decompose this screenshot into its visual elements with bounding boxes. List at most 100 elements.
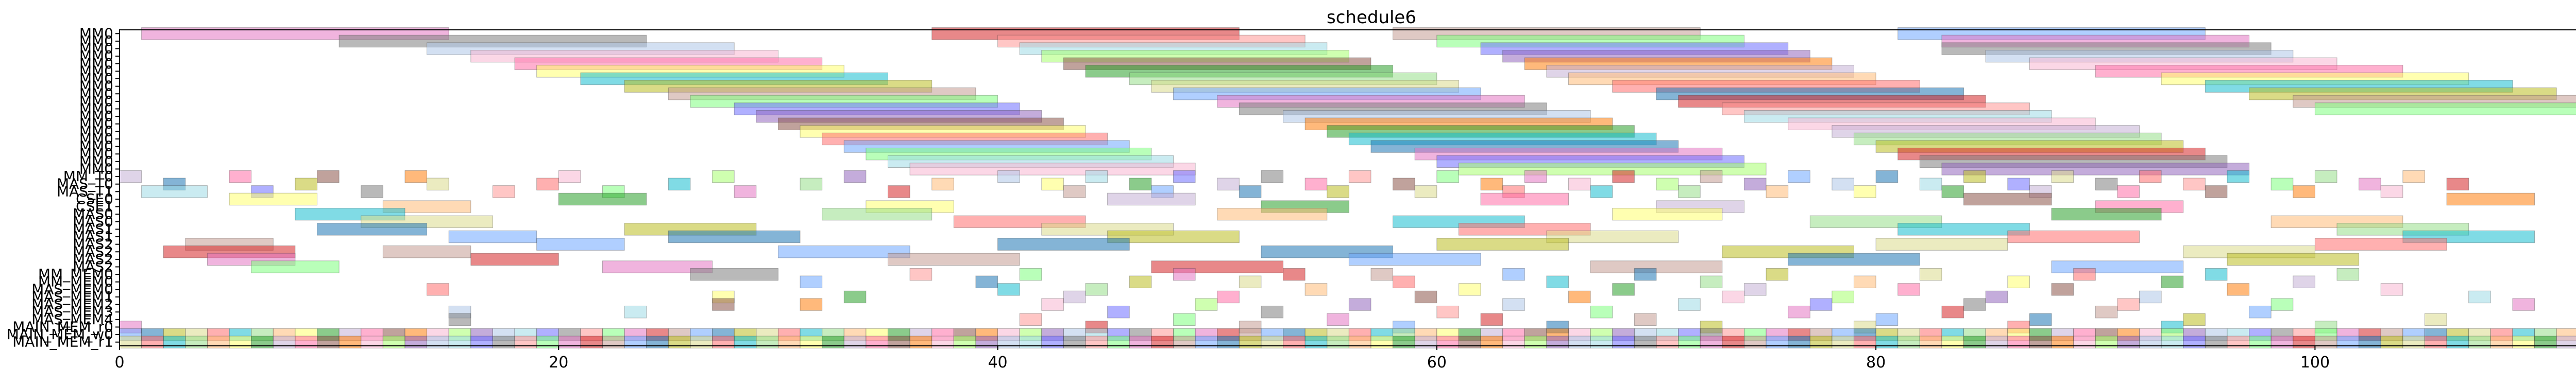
x-tick-label: 60	[1427, 354, 1447, 372]
task-bar	[2051, 260, 2184, 273]
task-bar	[536, 238, 625, 251]
task-bar	[382, 336, 405, 348]
task-bar	[1743, 178, 1767, 190]
x-tick-label: 0	[114, 354, 124, 372]
task-bar	[1348, 253, 1481, 266]
task-bar	[2095, 306, 2118, 319]
task-bar	[2424, 313, 2447, 326]
x-tick-label: 80	[1866, 354, 1886, 372]
task-bar	[1019, 313, 1042, 326]
y-tick-label: MAS2	[73, 258, 113, 275]
task-bar	[2402, 170, 2425, 183]
task-bar	[1722, 290, 1744, 304]
task-bar	[1348, 170, 1371, 183]
task-bar	[777, 245, 910, 258]
y-tick-label: MM0	[79, 78, 113, 95]
task-bar	[1832, 178, 1855, 190]
chart-title: schedule6	[1327, 7, 1416, 28]
y-tick-label: MM0	[79, 108, 113, 125]
task-bar	[1019, 268, 1042, 281]
task-bar	[2314, 238, 2447, 251]
y-tick-label: MM0	[79, 70, 113, 87]
task-bar	[887, 185, 910, 198]
task-bar	[1809, 298, 1833, 311]
task-bar	[2227, 283, 2250, 296]
task-bar	[1239, 275, 1262, 288]
task-bar	[427, 178, 449, 190]
task-bar	[448, 230, 537, 243]
task-bar	[1217, 207, 1328, 221]
task-bar	[317, 336, 340, 348]
task-bar	[2051, 283, 2074, 296]
task-bar	[1458, 283, 1481, 296]
task-bar	[1875, 313, 1899, 326]
task-bar	[975, 275, 998, 288]
y-tick-label: MM0	[79, 32, 113, 49]
task-bar	[1788, 306, 1810, 319]
task-bar	[1897, 283, 1920, 296]
task-bar	[1963, 170, 1986, 183]
task-bar	[1436, 238, 1569, 251]
task-bar	[2380, 283, 2403, 296]
task-bar	[1217, 290, 1240, 304]
task-bar	[1546, 275, 1569, 288]
task-bar	[317, 223, 428, 236]
y-tick-label: MM0	[79, 62, 113, 79]
task-bar	[668, 336, 691, 348]
task-bar	[931, 178, 954, 190]
task-bar	[1854, 275, 1876, 288]
x-tick-label: 100	[2300, 354, 2330, 372]
task-bar	[2139, 290, 2162, 304]
task-bar	[2227, 253, 2360, 266]
task-bar	[1239, 336, 1262, 348]
y-tick-label: MAS2	[73, 251, 113, 268]
y-tick-label: MM0	[79, 93, 113, 110]
task-bar	[1041, 178, 1064, 190]
y-tick-label: MAS1	[73, 228, 113, 245]
task-bar	[119, 170, 142, 183]
task-bar	[229, 192, 318, 206]
task-bar	[2293, 275, 2315, 288]
task-bar	[690, 268, 778, 281]
task-bar	[2314, 102, 2576, 115]
task-bar	[2095, 178, 2118, 190]
task-bar	[800, 336, 823, 348]
task-bar	[1085, 170, 1108, 183]
task-bar	[558, 192, 647, 206]
task-bar	[1634, 268, 1657, 281]
x-ticks: 0 20 40 60 80 100	[114, 346, 2330, 372]
task-bar	[1480, 192, 1569, 206]
task-bar	[1414, 185, 1437, 198]
task-bar	[558, 170, 581, 183]
task-bar	[1854, 185, 1876, 198]
task-bar	[1393, 275, 1415, 288]
task-bar	[1612, 170, 1635, 183]
task-bar	[2007, 275, 2030, 288]
task-bar	[251, 260, 340, 273]
task-bar	[1063, 185, 1086, 198]
task-bar	[1568, 290, 1591, 304]
task-bar	[1393, 178, 1415, 190]
task-bar	[2183, 313, 2206, 326]
task-bar	[1612, 207, 1723, 221]
task-bar	[1480, 313, 1503, 326]
y-tick-label: MAS_MEM0	[31, 280, 113, 297]
task-bar	[2446, 192, 2535, 206]
y-tick-label: MAS_T0	[57, 176, 113, 192]
task-bar	[997, 238, 1130, 251]
task-bar	[1875, 238, 2008, 251]
task-bar	[2117, 298, 2140, 311]
task-bar	[2556, 336, 2576, 348]
task-bar	[2029, 313, 2052, 326]
task-bar	[1327, 313, 1349, 326]
task-bar	[1107, 306, 1130, 319]
y-tick-label: MM0	[79, 85, 113, 102]
task-bar	[1985, 336, 2008, 348]
task-bar	[1261, 306, 1284, 319]
x-tick-label: 20	[549, 354, 568, 372]
task-bar	[1524, 170, 1547, 183]
task-bar	[2205, 268, 2228, 281]
task-bar	[2007, 230, 2140, 243]
task-bar	[1678, 298, 1701, 311]
task-bar	[470, 253, 559, 266]
